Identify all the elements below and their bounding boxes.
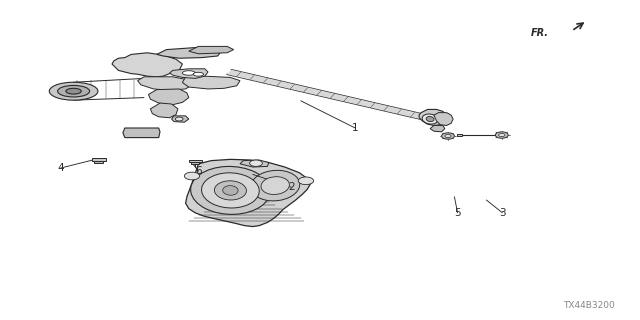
Polygon shape xyxy=(182,76,240,89)
Ellipse shape xyxy=(58,85,90,97)
Ellipse shape xyxy=(214,181,246,200)
Ellipse shape xyxy=(298,177,314,185)
Text: 1: 1 xyxy=(352,123,358,133)
Ellipse shape xyxy=(261,177,289,195)
Polygon shape xyxy=(170,69,208,78)
Polygon shape xyxy=(457,134,462,136)
Ellipse shape xyxy=(251,170,300,201)
Ellipse shape xyxy=(49,82,98,100)
Polygon shape xyxy=(227,70,424,119)
Ellipse shape xyxy=(66,88,81,94)
Ellipse shape xyxy=(495,132,508,138)
Polygon shape xyxy=(123,128,160,138)
Text: FR.: FR. xyxy=(531,28,548,38)
Ellipse shape xyxy=(202,173,259,208)
Ellipse shape xyxy=(499,133,505,137)
Polygon shape xyxy=(150,103,178,118)
Ellipse shape xyxy=(250,160,262,166)
Polygon shape xyxy=(189,46,234,54)
Polygon shape xyxy=(189,160,202,162)
Polygon shape xyxy=(191,162,199,164)
Ellipse shape xyxy=(184,172,200,180)
Ellipse shape xyxy=(442,133,454,139)
Ellipse shape xyxy=(175,117,183,121)
Polygon shape xyxy=(419,109,447,125)
Polygon shape xyxy=(94,161,103,163)
Polygon shape xyxy=(430,125,445,132)
Polygon shape xyxy=(138,77,192,90)
Ellipse shape xyxy=(193,72,204,76)
Polygon shape xyxy=(240,160,269,167)
Text: 4: 4 xyxy=(58,163,64,173)
Text: 2: 2 xyxy=(288,182,294,192)
Polygon shape xyxy=(112,53,182,77)
Ellipse shape xyxy=(426,116,434,122)
Text: 5: 5 xyxy=(454,208,461,218)
Text: 6: 6 xyxy=(195,166,202,176)
Ellipse shape xyxy=(445,134,451,138)
Polygon shape xyxy=(186,159,310,227)
Polygon shape xyxy=(434,113,453,125)
Polygon shape xyxy=(172,116,189,122)
Polygon shape xyxy=(92,158,106,161)
Ellipse shape xyxy=(422,114,438,124)
Polygon shape xyxy=(157,47,221,58)
Text: TX44B3200: TX44B3200 xyxy=(563,301,614,310)
Text: 3: 3 xyxy=(499,208,506,218)
Ellipse shape xyxy=(191,166,270,214)
Ellipse shape xyxy=(223,186,238,195)
Ellipse shape xyxy=(182,71,195,75)
Polygon shape xyxy=(148,89,189,105)
